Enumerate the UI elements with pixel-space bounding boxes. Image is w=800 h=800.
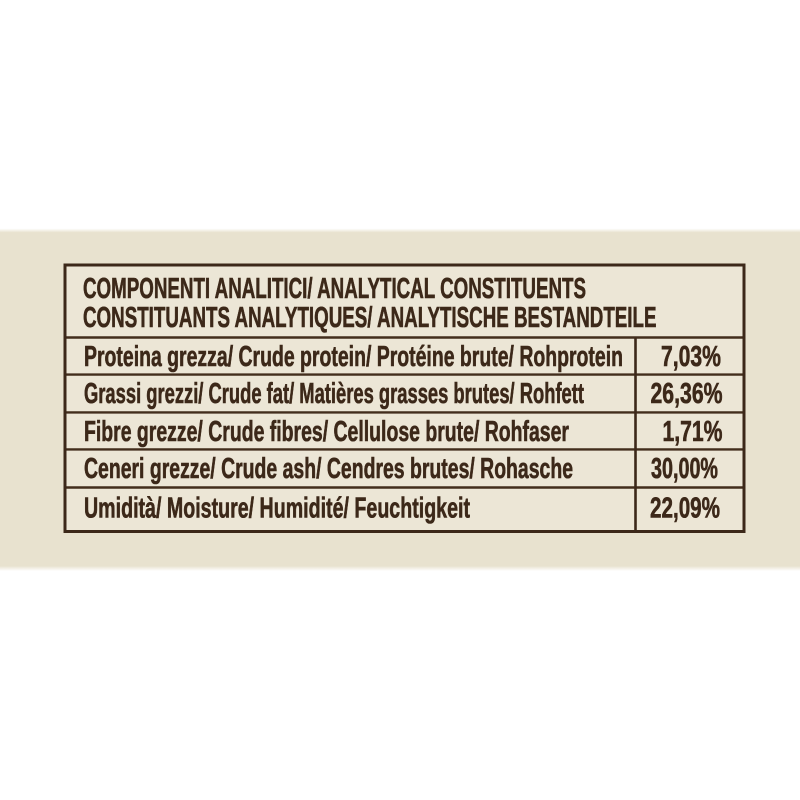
svg-text:Ceneri grezze/ Crude ash/ Cend: Ceneri grezze/ Crude ash/ Cendres brutes…: [84, 453, 573, 485]
svg-text:CONSTITUANTS ANALYTIQUES/ ANAL: CONSTITUANTS ANALYTIQUES/ ANALYTISCHE BE…: [83, 302, 657, 334]
svg-text:26,36%: 26,36%: [651, 378, 723, 410]
svg-text:30,00%: 30,00%: [651, 453, 718, 485]
svg-text:Grassi grezzi/ Crude fat/ Mati: Grassi grezzi/ Crude fat/ Matières grass…: [84, 378, 584, 410]
svg-text:1,71%: 1,71%: [663, 416, 723, 448]
svg-text:7,03%: 7,03%: [661, 341, 721, 373]
svg-text:22,09%: 22,09%: [650, 493, 720, 525]
svg-text:COMPONENTI ANALITICI/ ANALYTIC: COMPONENTI ANALITICI/ ANALYTICAL CONSTIT…: [83, 273, 586, 305]
svg-text:Fibre grezze/ Crude fibres/ Ce: Fibre grezze/ Crude fibres/ Cellulose br…: [84, 416, 569, 448]
svg-text:Umidità/ Moisture/ Humidité/ F: Umidità/ Moisture/ Humidité/ Feuchtigkei…: [84, 493, 470, 525]
svg-text:Proteina grezza/ Crude protein: Proteina grezza/ Crude protein/ Protéine…: [84, 341, 623, 373]
